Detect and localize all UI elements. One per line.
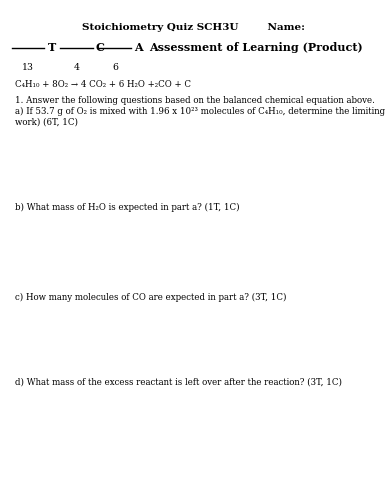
Text: T: T — [47, 42, 56, 53]
Text: d) What mass of the excess reactant is left over after the reaction? (3T, 1C): d) What mass of the excess reactant is l… — [15, 378, 342, 386]
Text: C₄H₁₀ + 8O₂ → 4 CO₂ + 6 H₂O +₂CO + C: C₄H₁₀ + 8O₂ → 4 CO₂ + 6 H₂O +₂CO + C — [15, 80, 191, 89]
Text: C: C — [96, 42, 105, 53]
Text: A: A — [134, 42, 143, 53]
Text: 13: 13 — [22, 62, 34, 72]
Text: 1. Answer the following questions based on the balanced chemical equation above.: 1. Answer the following questions based … — [15, 96, 375, 105]
Text: a) If 53.7 g of O₂ is mixed with 1.96 x 10²³ molecules of C₄H₁₀, determine the l: a) If 53.7 g of O₂ is mixed with 1.96 x … — [15, 107, 386, 126]
Text: 6: 6 — [112, 62, 118, 72]
Text: 4: 4 — [73, 62, 79, 72]
Text: b) What mass of H₂O is expected in part a? (1T, 1C): b) What mass of H₂O is expected in part … — [15, 202, 240, 211]
Text: Assessment of Learning (Product): Assessment of Learning (Product) — [149, 42, 362, 53]
Text: c) How many molecules of CO are expected in part a? (3T, 1C): c) How many molecules of CO are expected… — [15, 292, 287, 302]
Text: Stoichiometry Quiz SCH3U        Name:: Stoichiometry Quiz SCH3U Name: — [81, 22, 305, 32]
